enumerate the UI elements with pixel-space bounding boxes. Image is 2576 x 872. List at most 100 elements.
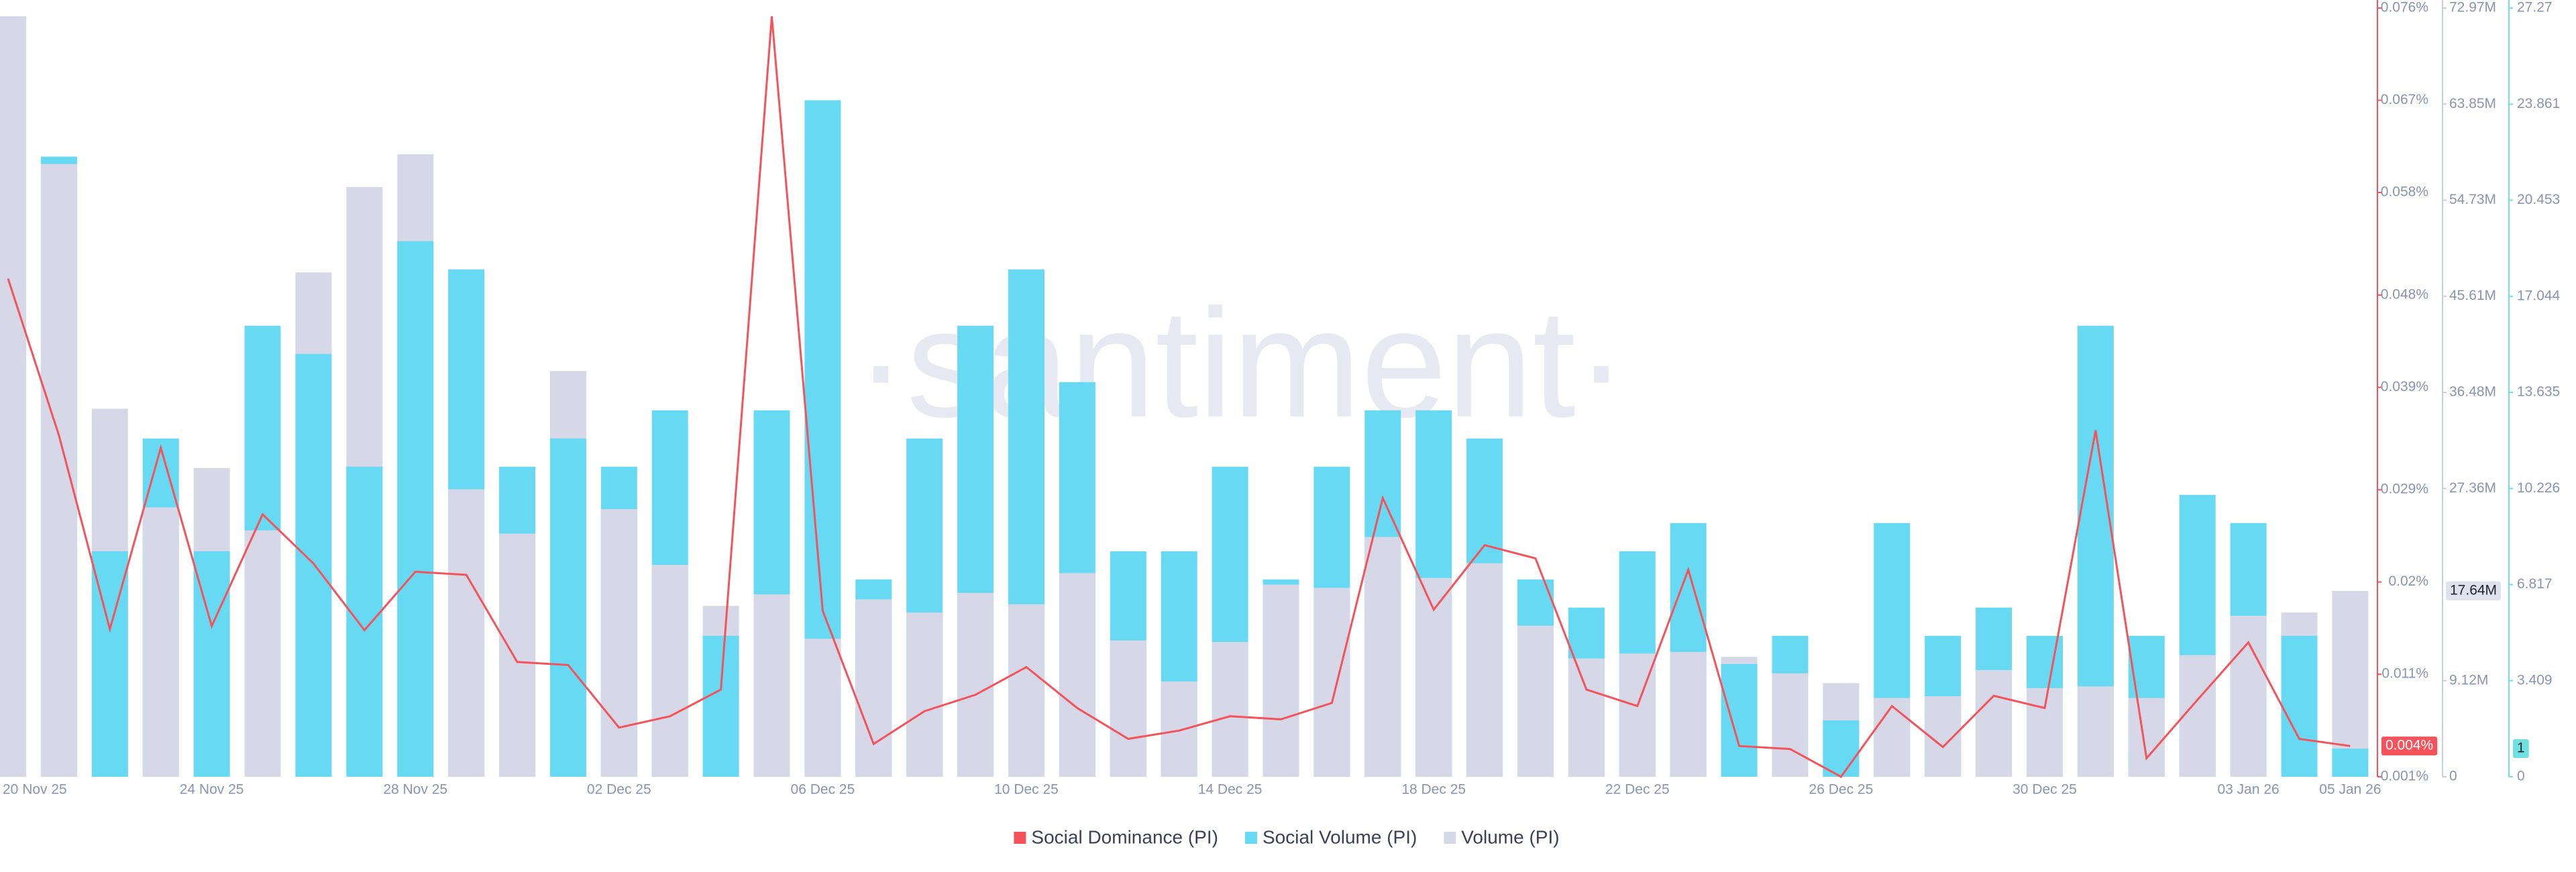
bar: [499, 533, 535, 777]
current-value-badge: 17.64M: [2446, 581, 2502, 600]
bar: [40, 164, 77, 777]
bar: [906, 612, 943, 777]
bar: [753, 594, 790, 777]
bar: [549, 438, 586, 777]
badge-box: [2513, 739, 2529, 758]
y-tick-label: 45.61M: [2449, 288, 2496, 303]
bar: [346, 466, 383, 777]
x-tick-label: 22 Dec 25: [1605, 782, 1670, 798]
bar: [1110, 640, 1146, 777]
bar: [397, 241, 434, 777]
legend-label: Social Dominance (PI): [1031, 826, 1218, 847]
y-tick-label: 0.076%: [2381, 0, 2428, 15]
x-tick-label: 10 Dec 25: [994, 782, 1059, 798]
bar: [1466, 563, 1503, 777]
bar: [2077, 686, 2114, 777]
bar: [2230, 616, 2267, 777]
bar: [2281, 635, 2318, 777]
bar: [804, 639, 841, 777]
bar: [1212, 642, 1248, 777]
current-value-badge: 1: [2513, 739, 2529, 758]
legend-label: Volume (PI): [1461, 826, 1559, 847]
bar: [1823, 720, 1860, 777]
legend-swatch: [1244, 832, 1257, 844]
bar: [1670, 651, 1707, 777]
x-tick-label: 28 Nov 25: [383, 782, 447, 798]
bar: [651, 565, 688, 777]
y-tick-label: 0.029%: [2381, 482, 2428, 497]
y-tick-label: 17.044: [2517, 288, 2561, 303]
y-tick-label: 0.067%: [2381, 92, 2428, 107]
bar: [244, 530, 281, 777]
legend: Social Dominance (PI) Social Volume (PI) V…: [1014, 826, 1560, 847]
badge-label: 1: [2517, 741, 2525, 756]
y-tick-label: 0.02%: [2388, 574, 2428, 589]
x-tick-label: 30 Dec 25: [2012, 782, 2077, 798]
y-tick-label: 9.12M: [2449, 672, 2488, 688]
y-tick-label: 6.817: [2517, 576, 2553, 592]
bar: [1008, 604, 1044, 777]
bars: [0, 16, 2369, 777]
y-tick-label: 27.36M: [2449, 480, 2496, 496]
current-value-badge: 0.004%: [2381, 737, 2438, 756]
bar: [2179, 655, 2216, 777]
badge-label: 0.004%: [2385, 738, 2433, 753]
x-tick-label: 18 Dec 25: [1401, 782, 1466, 798]
bar: [1161, 682, 1197, 777]
x-tick-label: 24 Nov 25: [180, 782, 244, 798]
bar: [1517, 625, 1554, 777]
y-tick-label: 27.27: [2517, 0, 2553, 15]
x-tick-label: 26 Dec 25: [1809, 782, 1874, 798]
x-tick-label: 14 Dec 25: [1198, 782, 1263, 798]
y-tick-label: 20.453: [2517, 192, 2560, 207]
bar: [1568, 658, 1605, 777]
bar: [1772, 673, 1809, 777]
y-tick-label: 23.861: [2517, 96, 2560, 111]
legend-label: Social Volume (PI): [1263, 826, 1417, 847]
bar: [1059, 573, 1095, 777]
y-tick-label: 0.058%: [2381, 184, 2428, 200]
x-tick-label: 20 Nov 25: [3, 782, 67, 798]
bar: [855, 599, 892, 777]
badge-label: 17.64M: [2450, 583, 2497, 598]
y-tick-label: 72.97M: [2449, 0, 2496, 15]
x-tick-label: 06 Dec 25: [791, 782, 855, 798]
bar: [957, 592, 994, 777]
y-tick-label: 0: [2449, 769, 2457, 784]
y-tick-label: 0.011%: [2381, 666, 2428, 682]
bar: [142, 507, 179, 777]
bar: [0, 16, 26, 777]
bar: [1263, 584, 1299, 777]
x-tick-label: 02 Dec 25: [587, 782, 651, 798]
y-tick-label: 10.226: [2517, 480, 2560, 496]
y-tick-label: 3.409: [2517, 672, 2553, 688]
bar: [1976, 669, 2012, 777]
bar: [2027, 688, 2063, 777]
bar: [1364, 537, 1401, 777]
bar: [702, 635, 739, 777]
badge-box: [2381, 737, 2438, 756]
bar: [1874, 698, 1911, 777]
bar: [2332, 748, 2369, 777]
bar: [2128, 698, 2165, 777]
bar: [1313, 588, 1350, 777]
y-tick-label: 54.73M: [2449, 192, 2496, 207]
legend-swatch: [1444, 832, 1456, 844]
y-tick-label: 63.85M: [2449, 96, 2496, 111]
line-series: [7, 16, 2351, 778]
y-tick-label: 0.001%: [2381, 769, 2428, 784]
y-tick-label: 0: [2517, 769, 2525, 784]
legend-swatch: [1014, 832, 1026, 844]
x-tick-label: 03 Jan 26: [2217, 782, 2279, 798]
x-tick-label: 05 Jan 26: [2319, 782, 2381, 798]
bar: [448, 489, 485, 777]
bar: [193, 551, 230, 777]
y-tick-label: 13.635: [2517, 384, 2560, 400]
bar: [1721, 663, 1758, 777]
y-tick-label: 0.048%: [2381, 286, 2428, 302]
y-tick-label: 0.039%: [2381, 379, 2428, 394]
y-tick-label: 36.48M: [2449, 384, 2496, 400]
bar: [600, 508, 637, 777]
badge-box: [2446, 581, 2502, 600]
